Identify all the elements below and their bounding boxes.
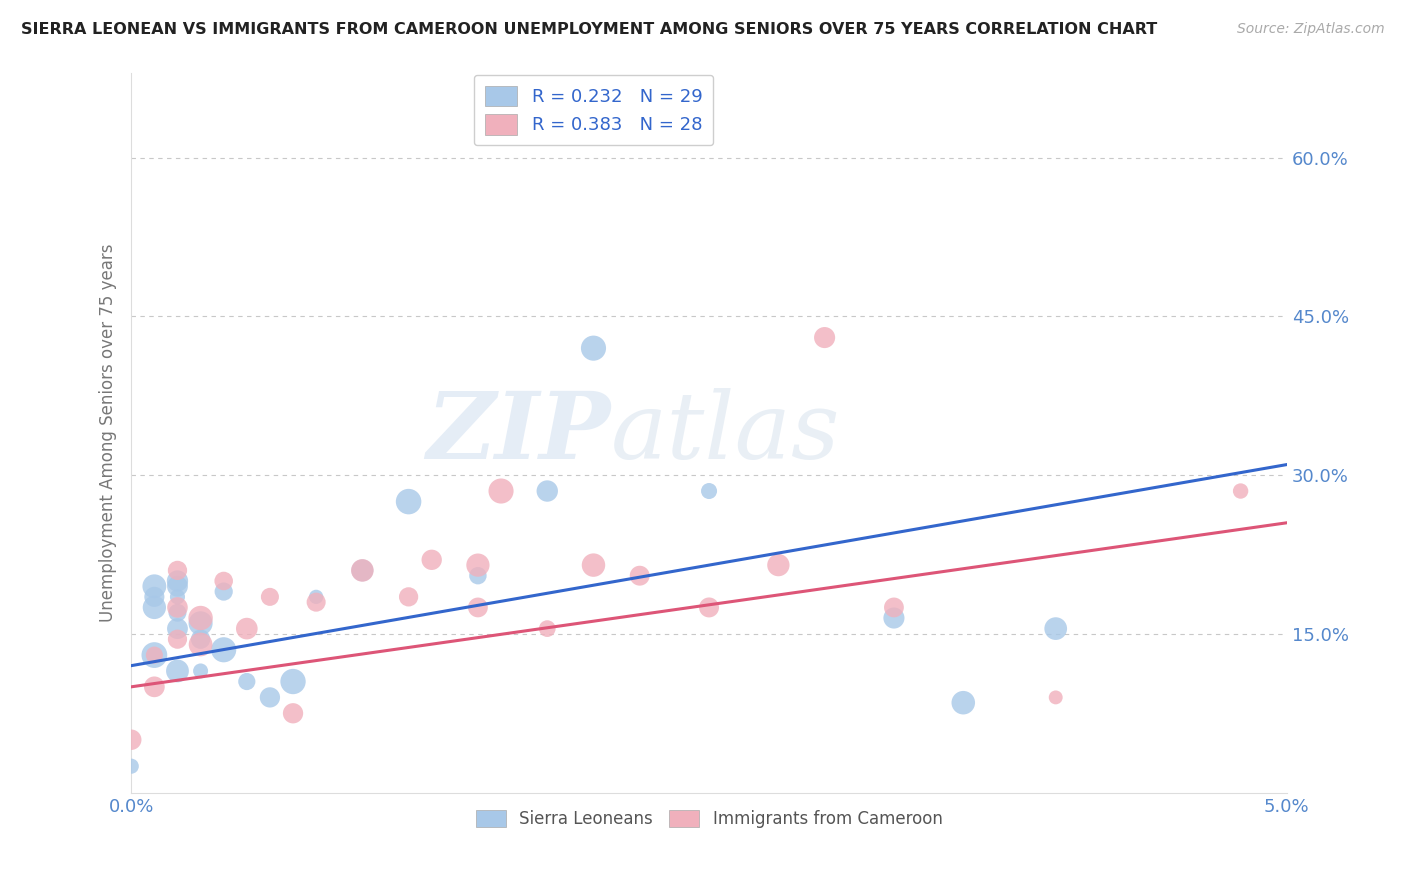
Point — [143, 648, 166, 662]
Point — [143, 579, 166, 593]
Point — [212, 574, 235, 588]
Point — [190, 638, 212, 652]
Point — [143, 648, 166, 662]
Point — [120, 759, 142, 773]
Point — [166, 590, 188, 604]
Point — [536, 483, 558, 498]
Point — [352, 563, 374, 577]
Point — [190, 616, 212, 631]
Point — [813, 330, 835, 344]
Point — [1045, 690, 1067, 705]
Point — [143, 600, 166, 615]
Point — [236, 622, 259, 636]
Legend: Sierra Leoneans, Immigrants from Cameroon: Sierra Leoneans, Immigrants from Cameroo… — [468, 803, 949, 835]
Point — [582, 341, 605, 355]
Point — [883, 600, 905, 615]
Point — [166, 632, 188, 647]
Point — [352, 563, 374, 577]
Point — [190, 611, 212, 625]
Point — [190, 664, 212, 678]
Point — [259, 590, 281, 604]
Point — [281, 674, 304, 689]
Point — [120, 732, 142, 747]
Point — [697, 483, 720, 498]
Point — [628, 568, 651, 582]
Text: ZIP: ZIP — [426, 388, 610, 478]
Point — [166, 622, 188, 636]
Point — [305, 590, 328, 604]
Point — [166, 563, 188, 577]
Point — [305, 595, 328, 609]
Y-axis label: Unemployment Among Seniors over 75 years: Unemployment Among Seniors over 75 years — [100, 244, 117, 622]
Point — [143, 590, 166, 604]
Text: SIERRA LEONEAN VS IMMIGRANTS FROM CAMEROON UNEMPLOYMENT AMONG SENIORS OVER 75 YE: SIERRA LEONEAN VS IMMIGRANTS FROM CAMERO… — [21, 22, 1157, 37]
Point — [1045, 622, 1067, 636]
Point — [259, 690, 281, 705]
Point — [281, 706, 304, 721]
Point — [697, 600, 720, 615]
Point — [212, 642, 235, 657]
Point — [489, 483, 512, 498]
Point — [883, 611, 905, 625]
Point — [166, 574, 188, 588]
Point — [467, 568, 489, 582]
Point — [143, 680, 166, 694]
Point — [212, 584, 235, 599]
Point — [467, 558, 489, 573]
Point — [467, 600, 489, 615]
Text: atlas: atlas — [610, 388, 841, 478]
Point — [420, 553, 443, 567]
Point — [398, 494, 420, 508]
Point — [952, 696, 974, 710]
Point — [768, 558, 790, 573]
Point — [190, 632, 212, 647]
Point — [398, 590, 420, 604]
Text: Source: ZipAtlas.com: Source: ZipAtlas.com — [1237, 22, 1385, 37]
Point — [166, 664, 188, 678]
Point — [582, 558, 605, 573]
Point — [236, 674, 259, 689]
Point — [166, 606, 188, 620]
Point — [166, 600, 188, 615]
Point — [1229, 483, 1251, 498]
Point — [536, 622, 558, 636]
Point — [166, 579, 188, 593]
